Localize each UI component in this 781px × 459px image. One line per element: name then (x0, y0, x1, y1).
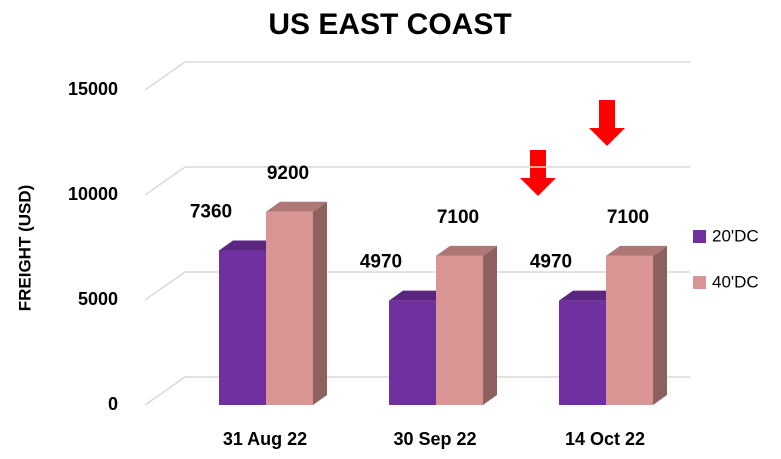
bar-top (389, 290, 450, 301)
grid-line (144, 376, 690, 406)
legend-swatch (693, 276, 706, 289)
y-tick-label: 0 (108, 394, 118, 414)
bar (436, 255, 483, 405)
grid-line (144, 61, 690, 91)
bar-side (653, 245, 667, 405)
y-axis-label: FREIGHT (USD) (15, 185, 34, 312)
y-tick-label: 15000 (68, 79, 118, 99)
legend-swatch (693, 230, 706, 243)
bar (266, 211, 313, 405)
data-label: 7100 (437, 207, 479, 228)
x-tick-label: 30 Sep 22 (393, 429, 476, 449)
x-tick-label: 31 Aug 22 (223, 429, 307, 449)
bar (389, 300, 436, 405)
data-label: 4970 (530, 252, 572, 273)
bar-top (559, 290, 620, 301)
data-label: 7360 (190, 201, 232, 222)
bar-top (436, 245, 497, 256)
y-tick-label: 10000 (68, 184, 118, 204)
arrow (589, 100, 625, 146)
bar-top (219, 240, 280, 251)
data-label: 9200 (267, 163, 309, 184)
data-label: 4970 (360, 252, 402, 273)
bar-top (266, 201, 327, 212)
grid-line (144, 271, 690, 301)
x-tick-label: 14 Oct 22 (565, 429, 645, 449)
grid-line (144, 166, 690, 196)
legend-label: 40'DC (712, 272, 759, 291)
data-label: 7100 (607, 207, 649, 228)
arrow (520, 150, 556, 196)
bar (606, 255, 653, 405)
bar-top (606, 245, 667, 256)
chart-title: US EAST COAST (268, 8, 511, 41)
bar-side (313, 201, 327, 405)
bar-side (483, 245, 497, 405)
bar (559, 300, 606, 405)
legend-label: 20'DC (712, 226, 759, 245)
y-tick-label: 5000 (78, 289, 118, 309)
bar (219, 250, 266, 405)
